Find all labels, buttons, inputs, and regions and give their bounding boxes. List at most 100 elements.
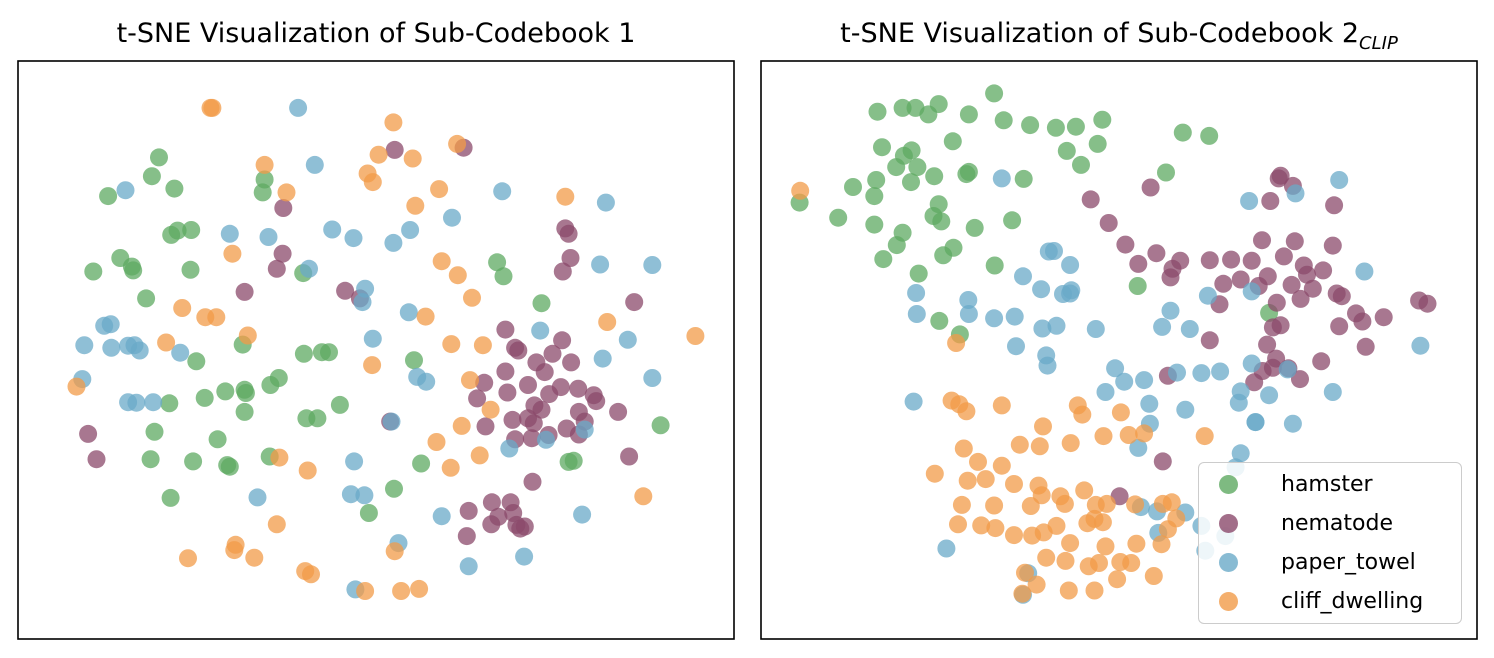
right-point-cliff-dwelling-23 (1005, 475, 1023, 493)
right-point-hamster-27 (1088, 134, 1107, 153)
right-point-paper-towel-42 (1260, 386, 1279, 405)
left-point-cliff-dwelling-45 (302, 565, 320, 584)
right-point-nematode-28 (1214, 274, 1233, 293)
right-point-nematode-9 (1147, 244, 1166, 263)
right-point-hamster-16 (1021, 116, 1040, 135)
right-chart-title-subscript: CLIP (1359, 33, 1398, 54)
left-point-nematode-4 (559, 224, 578, 243)
left-point-cliff-dwelling-2 (384, 113, 403, 132)
right-point-paper-towel-2 (1240, 192, 1259, 210)
right-point-nematode-24 (1231, 270, 1250, 289)
left-point-cliff-dwelling-6 (255, 155, 274, 174)
left-point-cliff-dwelling-41 (179, 549, 197, 568)
right-point-paper-towel-7 (1014, 267, 1032, 286)
left-point-paper-towel-24 (130, 341, 149, 360)
right-point-cliff-dwelling-62 (1013, 584, 1032, 603)
left-point-hamster-8 (182, 221, 201, 239)
left-point-paper-towel-9 (344, 229, 363, 248)
left-point-hamster-16 (494, 267, 513, 286)
right-point-nematode-54 (1153, 452, 1172, 471)
left-point-nematode-30 (587, 392, 606, 411)
right-point-cliff-dwelling-52 (1152, 535, 1171, 554)
left-point-paper-towel-46 (432, 507, 451, 526)
left-point-hamster-5 (253, 183, 272, 202)
right-point-nematode-30 (1282, 275, 1301, 294)
right-point-paper-towel-37 (1096, 383, 1115, 401)
left-point-hamster-1 (142, 167, 161, 186)
right-point-hamster-15 (943, 132, 962, 151)
left-point-nematode-12 (625, 293, 644, 312)
left-point-cliff-dwelling-37 (634, 487, 653, 506)
right-point-cliff-dwelling-17 (954, 439, 973, 458)
left-point-paper-towel-26 (363, 329, 382, 348)
legend-item-nematode: nematode (1219, 504, 1393, 542)
left-point-cliff-dwelling-29 (67, 377, 86, 396)
right-point-paper-towel-32 (1168, 363, 1186, 382)
right-point-hamster-39 (1003, 211, 1022, 230)
left-point-cliff-dwelling-22 (238, 326, 257, 345)
legend-label-paper-towel: paper_towel (1281, 549, 1416, 575)
right-point-nematode-6 (1261, 192, 1280, 210)
right-point-hamster-0 (868, 102, 887, 121)
left-point-cliff-dwelling-27 (363, 356, 382, 375)
left-point-nematode-32 (532, 400, 551, 419)
left-point-hamster-0 (150, 148, 168, 167)
right-point-paper-towel-11 (1062, 281, 1081, 300)
left-point-hamster-36 (145, 422, 164, 441)
left-point-hamster-15 (488, 253, 507, 272)
right-point-cliff-dwelling-59 (1016, 563, 1034, 582)
right-point-paper-towel-14 (1161, 301, 1180, 320)
left-point-paper-towel-17 (399, 303, 418, 322)
right-point-cliff-dwelling-53 (1037, 548, 1056, 567)
right-point-hamster-20 (867, 171, 886, 189)
legend-marker-nematode (1219, 513, 1238, 533)
right-point-cliff-dwelling-0 (791, 181, 810, 200)
right-point-paper-towel-27 (1007, 337, 1025, 356)
right-point-paper-towel-16 (1242, 282, 1261, 301)
right-point-paper-towel-41 (1176, 400, 1195, 419)
right-point-paper-towel-23 (1047, 316, 1066, 335)
right-point-paper-towel-35 (1278, 360, 1297, 379)
left-point-paper-towel-2 (493, 182, 512, 201)
right-point-nematode-50 (1291, 370, 1309, 389)
legend-marker-paper-towel (1219, 552, 1238, 572)
left-point-cliff-dwelling-24 (473, 336, 492, 355)
right-point-cliff-dwelling-61 (1144, 567, 1163, 585)
right-point-hamster-47 (1128, 277, 1147, 295)
left-point-nematode-26 (498, 383, 517, 402)
right-point-paper-towel-47 (904, 392, 923, 411)
right-point-nematode-1 (1269, 169, 1288, 188)
right-point-paper-towel-29 (1038, 356, 1057, 375)
right-point-cliff-dwelling-37 (949, 515, 967, 534)
left-point-cliff-dwelling-40 (225, 541, 244, 560)
right-point-paper-towel-17 (1355, 262, 1374, 281)
left-point-cliff-dwelling-34 (270, 448, 289, 467)
left-point-cliff-dwelling-28 (461, 371, 479, 390)
left-point-nematode-43 (476, 417, 495, 436)
right-point-nematode-51 (1200, 331, 1219, 350)
left-point-cliff-dwelling-38 (267, 515, 286, 534)
right-point-nematode-13 (1129, 254, 1148, 273)
left-point-nematode-59 (511, 519, 530, 538)
right-point-paper-towel-25 (1153, 317, 1172, 336)
left-point-paper-towel-35 (127, 393, 146, 412)
left-point-cliff-dwelling-15 (448, 266, 467, 285)
left-point-paper-towel-21 (102, 338, 121, 357)
right-point-hamster-26 (1014, 169, 1033, 188)
left-point-hamster-20 (294, 344, 313, 363)
left-point-hamster-37 (208, 430, 227, 449)
left-point-nematode-21 (535, 363, 554, 382)
right-point-paper-towel-40 (1140, 394, 1159, 413)
left-point-paper-towel-36 (144, 393, 163, 412)
left-point-cliff-dwelling-1 (203, 98, 222, 117)
left-point-paper-towel-20 (75, 336, 94, 355)
left-point-hamster-18 (532, 294, 551, 313)
right-point-nematode-7 (1325, 196, 1344, 215)
right-point-cliff-dwelling-18 (969, 452, 987, 471)
right-point-hamster-21 (887, 158, 906, 177)
left-point-cliff-dwelling-26 (157, 333, 176, 352)
right-point-hamster-9 (1173, 123, 1192, 142)
right-point-hamster-28 (1157, 163, 1175, 182)
right-point-nematode-42 (1263, 318, 1282, 337)
